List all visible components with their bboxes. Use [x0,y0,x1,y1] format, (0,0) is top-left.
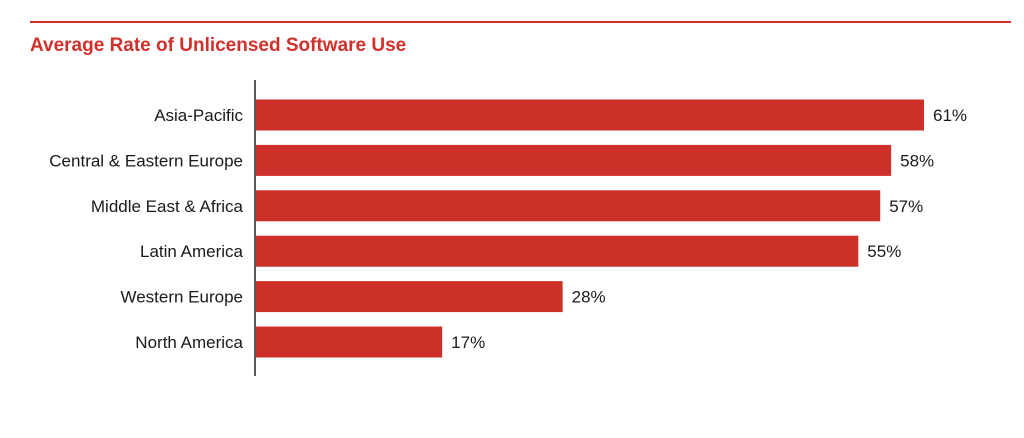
value-label: 57% [889,197,923,216]
category-label: Western Europe [120,288,243,307]
bar [256,281,563,313]
category-label: North America [135,333,243,352]
value-label: 58% [900,151,934,170]
bar [256,190,881,222]
value-label: 61% [933,106,967,125]
bar [256,235,859,267]
category-label: Central & Eastern Europe [49,151,243,170]
bar [256,99,924,131]
value-label: 55% [867,242,901,261]
bar [256,144,892,176]
bar [256,326,443,358]
value-label: 28% [572,288,606,307]
category-label: Latin America [140,242,244,261]
category-label: Middle East & Africa [91,197,244,216]
chart-title: Average Rate of Unlicensed Software Use [30,35,407,56]
category-label: Asia-Pacific [154,106,243,125]
value-label: 17% [451,333,485,352]
top-rule [30,21,1011,23]
